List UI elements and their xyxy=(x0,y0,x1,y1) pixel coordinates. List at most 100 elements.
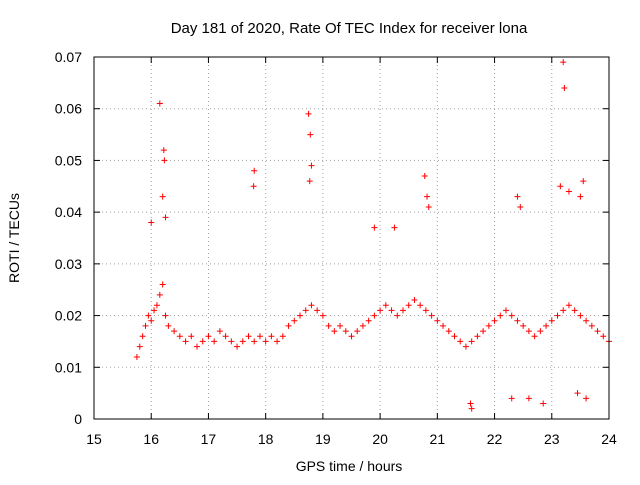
data-point xyxy=(148,219,155,226)
data-point xyxy=(424,193,431,200)
data-point xyxy=(297,312,303,319)
data-point xyxy=(577,193,584,200)
data-point xyxy=(474,333,481,340)
data-point xyxy=(251,338,258,345)
data-point xyxy=(574,390,581,397)
x-tick-label: 21 xyxy=(430,431,446,447)
data-point xyxy=(520,322,527,329)
data-point xyxy=(199,338,206,345)
x-tick-label: 19 xyxy=(315,431,331,447)
data-point xyxy=(491,317,498,324)
data-point xyxy=(594,328,601,335)
data-point xyxy=(480,328,487,335)
data-point xyxy=(165,322,172,329)
data-point xyxy=(222,333,229,340)
data-point xyxy=(319,312,326,319)
data-point xyxy=(305,110,312,117)
data-point xyxy=(468,405,475,412)
x-tick-label: 18 xyxy=(258,431,274,447)
y-tick-label: 0.05 xyxy=(55,152,82,168)
data-point xyxy=(421,172,428,179)
data-point xyxy=(268,333,275,340)
data-point xyxy=(148,317,155,324)
data-point xyxy=(428,312,435,319)
x-axis-label: GPS time / hours xyxy=(296,458,403,474)
data-point xyxy=(176,333,183,340)
data-point xyxy=(139,333,146,340)
data-point xyxy=(371,224,378,231)
data-point xyxy=(377,307,384,314)
x-tick-labels: 15 16 17 18 19 20 21 22 23 24 xyxy=(86,431,617,447)
data-point xyxy=(411,297,418,304)
data-point xyxy=(194,343,200,350)
y-tick-label: 0.07 xyxy=(55,49,82,65)
data-point xyxy=(308,162,315,169)
data-point xyxy=(307,131,314,138)
data-point xyxy=(405,302,412,309)
data-point xyxy=(543,322,550,329)
data-point xyxy=(171,328,178,335)
data-point xyxy=(142,322,149,329)
y-tick-labels: 0 0.01 0.02 0.03 0.04 0.05 0.06 0.07 xyxy=(55,49,82,427)
points-layer xyxy=(133,59,612,412)
data-point xyxy=(342,328,349,335)
data-point xyxy=(156,100,163,107)
data-point xyxy=(251,167,258,174)
y-tick-label: 0.02 xyxy=(55,308,82,324)
ticks-layer xyxy=(93,56,610,420)
data-point xyxy=(250,183,257,190)
data-point xyxy=(182,338,189,345)
data-point xyxy=(451,333,458,340)
chart-title: Day 181 of 2020, Rate Of TEC Index for r… xyxy=(171,20,528,37)
y-tick-label: 0.03 xyxy=(55,256,82,272)
data-point xyxy=(159,193,166,200)
data-point xyxy=(548,317,555,324)
x-tick-label: 22 xyxy=(487,431,503,447)
data-point xyxy=(348,333,355,340)
plot-frame xyxy=(93,56,610,420)
data-point xyxy=(359,322,366,329)
data-point xyxy=(162,312,169,319)
data-point xyxy=(325,322,332,329)
data-point xyxy=(440,322,447,329)
data-point xyxy=(485,322,492,329)
data-point xyxy=(291,317,298,324)
data-point xyxy=(497,312,504,319)
y-tick-label: 0 xyxy=(74,411,82,427)
data-point xyxy=(508,312,515,319)
data-point xyxy=(583,395,590,402)
data-point xyxy=(302,307,309,314)
data-point xyxy=(245,333,252,340)
data-point xyxy=(561,85,568,92)
x-tick-label: 20 xyxy=(372,431,388,447)
data-point xyxy=(262,338,269,345)
x-tick-label: 17 xyxy=(201,431,217,447)
data-point xyxy=(468,338,475,345)
data-point xyxy=(394,312,401,319)
data-point xyxy=(382,302,389,309)
data-point xyxy=(256,333,263,340)
data-point xyxy=(531,333,538,340)
data-point xyxy=(457,338,464,345)
x-tick-label: 16 xyxy=(143,431,159,447)
data-point xyxy=(514,193,521,200)
data-point xyxy=(462,343,469,350)
y-tick-label: 0.01 xyxy=(55,359,82,375)
data-point xyxy=(445,328,452,335)
y-tick-label: 0.06 xyxy=(55,101,82,117)
data-point xyxy=(337,322,344,329)
x-tick-label: 23 xyxy=(544,431,560,447)
data-point xyxy=(580,178,587,185)
x-tick-label: 24 xyxy=(601,431,617,447)
data-point xyxy=(331,328,338,335)
data-point xyxy=(156,291,163,298)
data-point xyxy=(557,183,564,190)
data-point xyxy=(205,333,212,340)
data-point xyxy=(306,178,313,185)
data-point xyxy=(588,322,595,329)
data-point xyxy=(145,312,152,319)
data-point xyxy=(434,317,441,324)
data-point xyxy=(279,333,286,340)
